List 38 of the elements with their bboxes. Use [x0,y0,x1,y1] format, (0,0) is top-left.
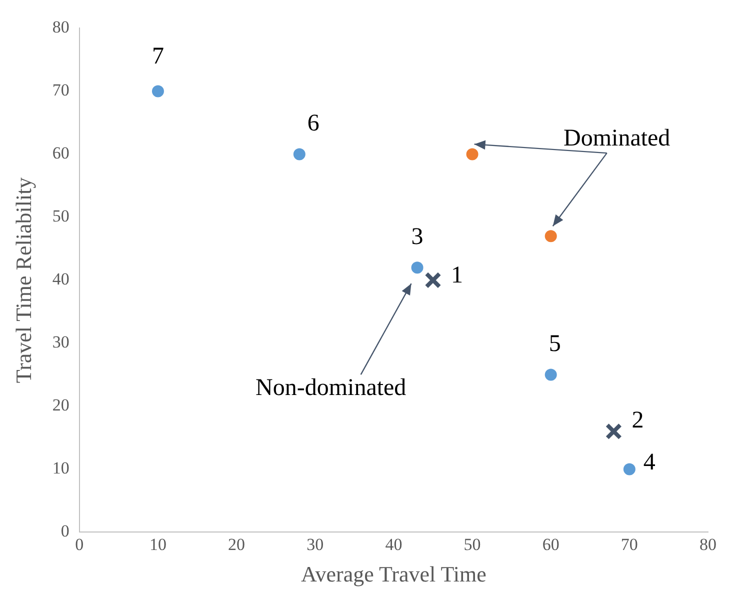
x-tick-label: 60 [542,534,560,554]
y-tick-label: 80 [52,18,70,37]
point [605,423,622,440]
point [544,368,557,381]
annotation: 2 [632,408,644,434]
y-tick-label: 30 [52,332,70,352]
y-tick-label: 10 [52,458,70,478]
x-tick-label: 0 [75,534,84,554]
x-tick-label: 20 [228,534,246,554]
y-tick-label: 0 [60,522,70,541]
y-tick-label: 40 [52,270,70,289]
point [466,148,478,160]
x-tick-label: 30 [306,534,324,554]
annotation: 4 [643,449,656,476]
y-tick-label: 60 [52,144,70,163]
point [293,148,306,160]
annotation: 6 [307,110,320,136]
annotation: Dominated [564,125,670,152]
x-tick-label: 50 [464,534,481,554]
point [152,85,164,98]
point [623,463,636,476]
point [544,230,557,242]
y-tick-label: 50 [52,206,70,226]
x-tick-label: 70 [620,534,638,554]
y-tick-label: 20 [52,396,70,415]
annotation: 7 [152,43,164,70]
annotation: Non-dominated [256,374,406,401]
annotation: 5 [548,330,561,357]
x-tick-label: 80 [700,534,716,554]
y-tick-label: 70 [52,80,70,100]
y-axis-title: Travel Time Reliability [10,177,36,384]
x-tick-label: 10 [149,534,166,554]
x-tick-label: 40 [385,534,402,554]
point [424,272,442,289]
annotation: 1 [450,262,463,288]
point [411,262,424,274]
x-axis-title: Average Travel Time [301,562,486,587]
annotation: 3 [411,224,424,250]
